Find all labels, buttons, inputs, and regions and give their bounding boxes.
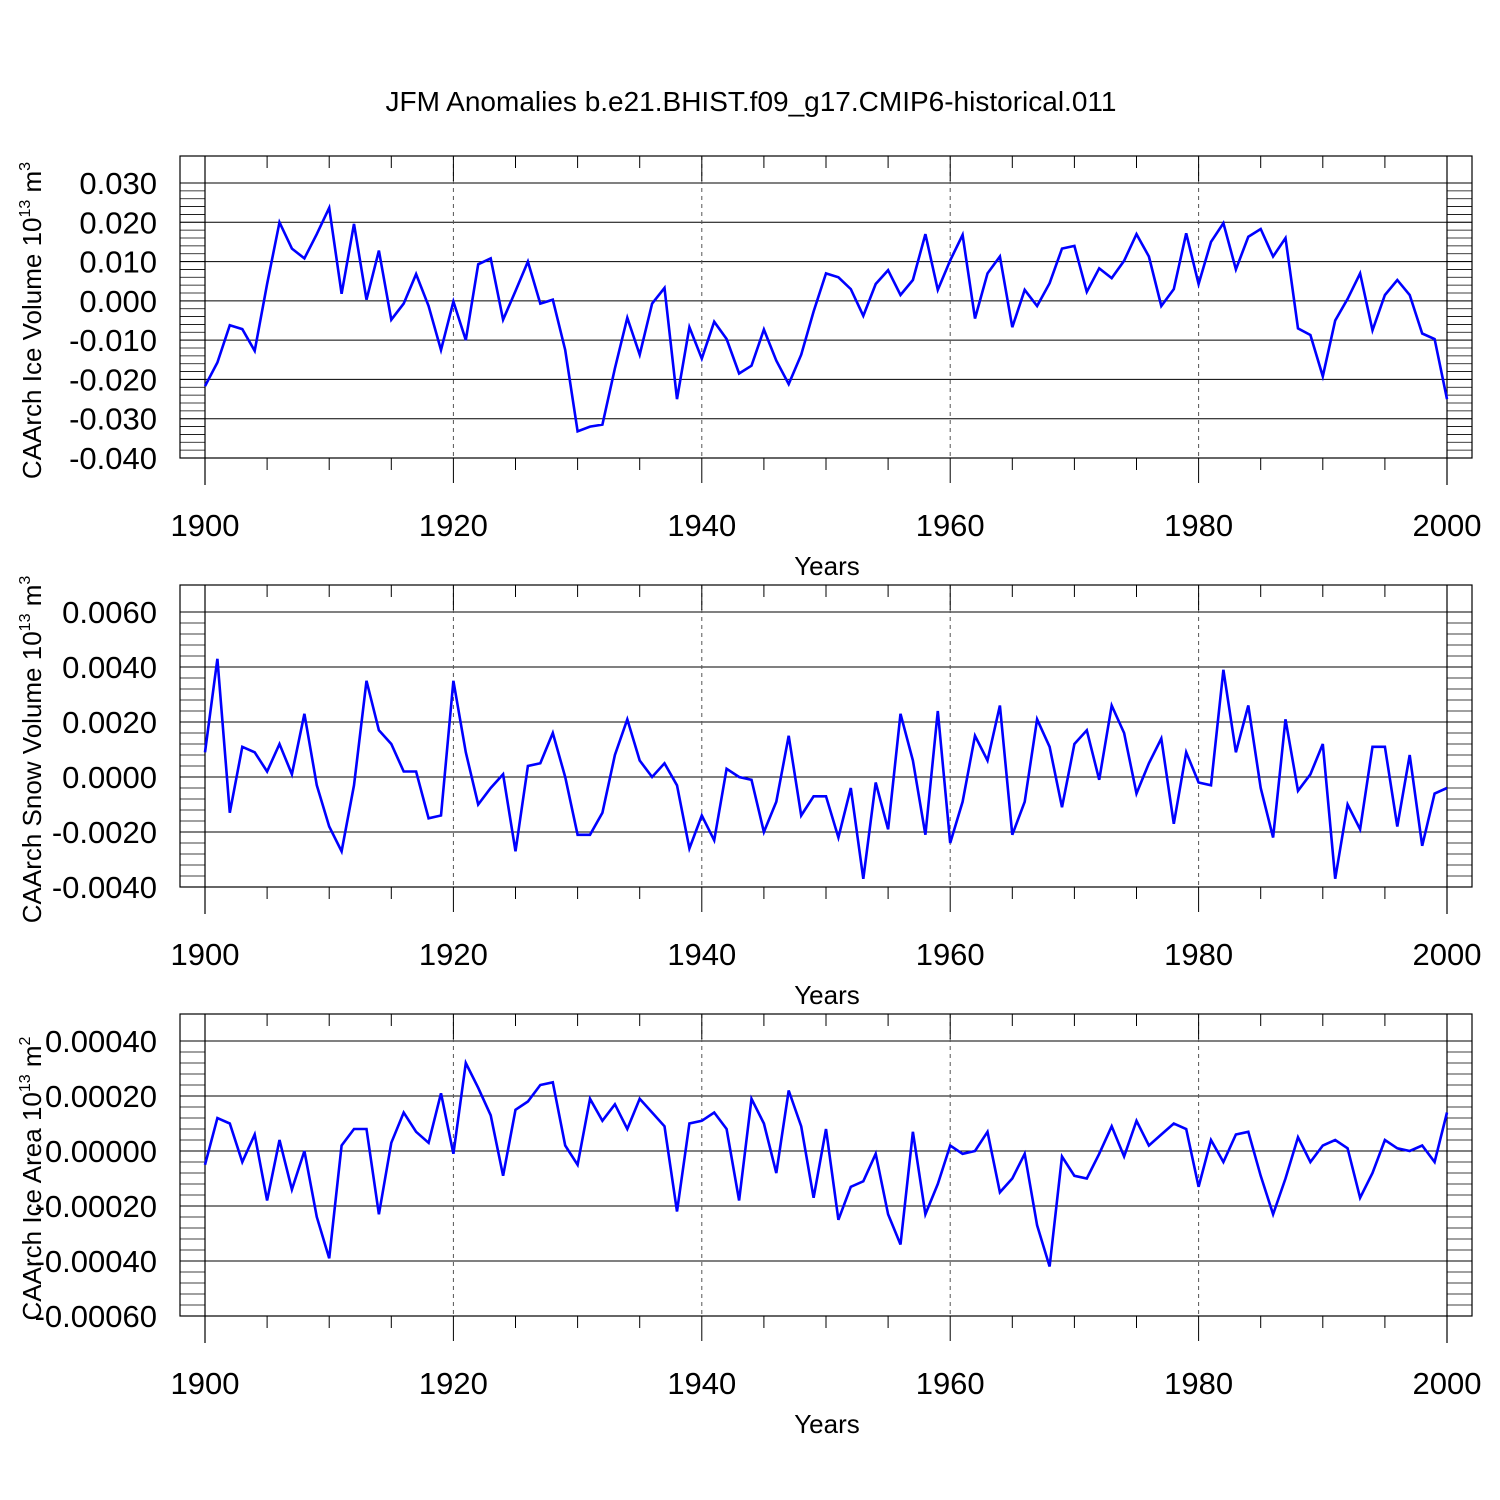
y-tick-label: 0.0040: [62, 650, 157, 685]
y-tick-label: 0.000: [79, 284, 157, 319]
y-tick-label: -0.040: [69, 441, 157, 476]
data-series-line-1: [203, 203, 1449, 434]
x-tick-label: 1980: [1164, 937, 1233, 972]
x-tick-label: 1940: [667, 1366, 736, 1401]
x-axis-title: Years: [794, 980, 860, 1010]
data-series-line-1: [203, 658, 1448, 880]
y-tick-label: -0.00040: [35, 1244, 157, 1279]
y-tick-label: -0.010: [69, 323, 157, 358]
x-tick-label: 1920: [419, 508, 488, 543]
y-axis-title-unit-exponent: 3: [17, 576, 34, 585]
y-axis-title-unit-exponent: 2: [17, 1036, 34, 1045]
y-axis-title-unit: m: [17, 585, 47, 614]
x-axis-title: Years: [794, 551, 860, 581]
y-tick-label: -0.0020: [52, 815, 157, 850]
y-tick-label: 0.00000: [45, 1134, 157, 1169]
y-axis-title-unit: m: [17, 1045, 47, 1074]
figure-title: JFM Anomalies b.e21.BHIST.f09_g17.CMIP6-…: [386, 86, 1117, 117]
x-tick-label: 1980: [1164, 1366, 1233, 1401]
x-tick-label: 2000: [1413, 1366, 1482, 1401]
y-tick-label: 0.0020: [62, 705, 157, 740]
x-tick-label: 1900: [171, 937, 240, 972]
y-tick-label: -0.030: [69, 402, 157, 437]
x-tick-label: 1900: [171, 508, 240, 543]
x-tick-label: 2000: [1413, 937, 1482, 972]
y-tick-label: -0.00020: [35, 1189, 157, 1224]
y-axis-title: CAArch Ice Area 1013 m2: [17, 1036, 47, 1320]
y-tick-label: 0.00040: [45, 1024, 157, 1059]
x-tick-label: 2000: [1413, 508, 1482, 543]
x-tick-label: 1940: [667, 508, 736, 543]
y-axis-title-text: CAArch Snow Volume 10: [17, 631, 47, 923]
y-tick-label: -0.020: [69, 362, 157, 397]
x-tick-label: 1940: [667, 937, 736, 972]
x-tick-label: 1960: [916, 508, 985, 543]
chart-panel-1: -0.040 -0.030 -0.020 -0.010 0.000 0.010 0.020 0…: [17, 155, 1482, 581]
x-tick-label: 1960: [916, 937, 985, 972]
x-tick-label: 1960: [916, 1366, 985, 1401]
x-tick-label: 1920: [419, 1366, 488, 1401]
y-tick-label: 0.030: [79, 166, 157, 201]
y-axis-title-text: CAArch Ice Volume 10: [17, 218, 47, 480]
y-tick-label: 0.0060: [62, 595, 157, 630]
y-tick-label: -0.0040: [52, 870, 157, 905]
panels: -0.040 -0.030 -0.020 -0.010 0.000 0.010 0.020 0…: [17, 155, 1482, 1439]
y-tick-label: 0.00020: [45, 1079, 157, 1114]
y-axis-title-exponent: 13: [17, 1074, 34, 1092]
data-series-line-1: [203, 1058, 1449, 1267]
chart-panel-2: -0.0040 -0.0020 0.0000 0.0020 0.0040 0.0060 19…: [17, 576, 1481, 1010]
y-axis-title-exponent: 13: [17, 200, 34, 218]
y-tick-label: -0.00060: [35, 1299, 157, 1334]
x-tick-label: 1980: [1164, 508, 1233, 543]
y-axis-title-text: CAArch Ice Area 10: [17, 1092, 47, 1320]
y-tick-label: 0.0000: [62, 760, 157, 795]
y-tick-label: 0.020: [79, 205, 157, 240]
y-axis-title: CAArch Ice Volume 1013 m3: [17, 162, 47, 479]
x-axis-title: Years: [794, 1409, 860, 1439]
y-axis-title-unit-exponent: 3: [17, 162, 34, 171]
x-tick-label: 1920: [419, 937, 488, 972]
chart-panel-3: -0.00060 -0.00040 -0.00020 0.00000 0.00020 0.…: [17, 1013, 1482, 1439]
x-tick-label: 1900: [171, 1366, 240, 1401]
y-axis-title: CAArch Snow Volume 1013 m3: [17, 576, 47, 924]
y-axis-title-unit: m: [17, 171, 47, 200]
y-axis-title-exponent: 13: [17, 613, 34, 631]
y-tick-label: 0.010: [79, 245, 157, 280]
